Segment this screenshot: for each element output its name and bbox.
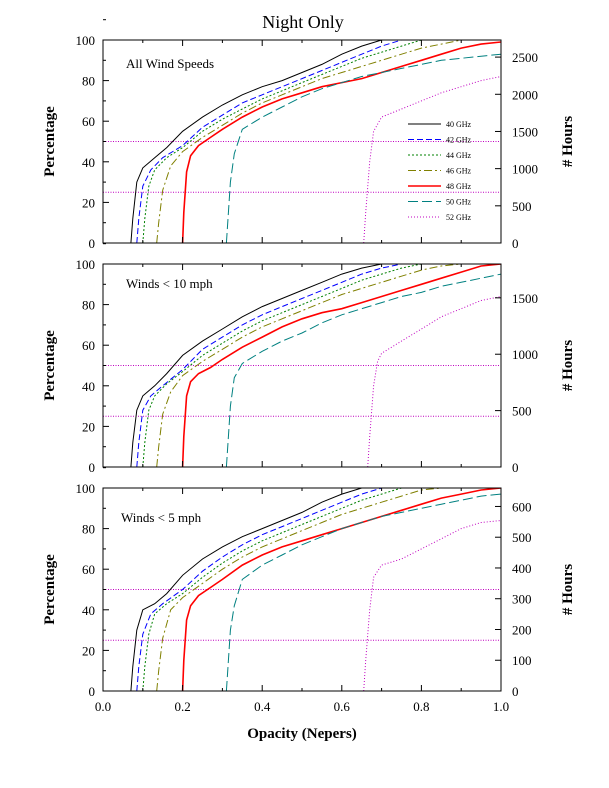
right-tick-label: 2000 (512, 87, 538, 102)
right-tick-label: 2500 (512, 50, 538, 65)
x-tick-label: 0.0 (95, 699, 111, 714)
y-tick-label: 80 (82, 298, 95, 313)
y-tick-label: 60 (82, 338, 95, 353)
panel-annotation: Winds < 10 mph (126, 276, 213, 291)
series-line-46-ghz (156, 488, 501, 691)
x-tick-label: 1.0 (493, 699, 509, 714)
y-axis-label: Percentage (42, 330, 58, 401)
y-tick-label: 0 (89, 684, 96, 699)
y-tick-label: 20 (82, 195, 95, 210)
legend-label: 50 GHz (446, 198, 472, 207)
series-line-52-ghz (363, 520, 501, 691)
legend: 40 GHz 42 GHz 44 GHz 46 GHz 48 GHz 50 GHz 52 G… (408, 120, 472, 222)
right-tick-label: 1000 (512, 162, 538, 177)
series-line-42-ghz (136, 488, 501, 691)
series-line-42-ghz (136, 264, 501, 467)
right-tick-label: 400 (512, 561, 532, 576)
right-tick-label: 100 (512, 653, 532, 668)
series-line-40-ghz (130, 40, 501, 243)
series-line-44-ghz (142, 488, 501, 691)
right-tick-label: 500 (512, 404, 532, 419)
series-line-48-ghz (181, 488, 501, 691)
right-tick-label: 1500 (512, 291, 538, 306)
y-tick-label: 100 (76, 33, 96, 48)
series-line-42-ghz (136, 40, 501, 243)
y-tick-label: 0 (89, 236, 96, 251)
y-tick-label: 100 (76, 257, 96, 272)
panels: 02040608010005001000150020002500Percenta… (42, 19, 576, 714)
y-tick-label: 80 (82, 74, 95, 89)
panel-annotation: Winds < 5 mph (121, 510, 202, 525)
series-line-48-ghz (181, 264, 501, 467)
right-tick-label: 1500 (512, 124, 538, 139)
series-line-48-ghz (181, 41, 501, 243)
x-tick-label: 0.8 (413, 699, 429, 714)
series-line-50-ghz (225, 53, 501, 243)
y-tick-label: 0 (89, 460, 96, 475)
y-tick-label: 20 (82, 643, 95, 658)
x-tick-label: 0.2 (174, 699, 190, 714)
panel-annotation: All Wind Speeds (126, 56, 214, 71)
series-line-52-ghz (367, 296, 501, 467)
x-tick-label: 0.4 (254, 699, 271, 714)
y-tick-label: 20 (82, 419, 95, 434)
right-axis-label: # Hours (560, 340, 576, 391)
legend-label: 48 GHz (446, 182, 472, 191)
right-tick-label: 0 (512, 684, 519, 699)
right-tick-label: 500 (512, 199, 532, 214)
y-axis-label: Percentage (42, 554, 58, 625)
series-line-40-ghz (130, 488, 501, 691)
series-line-50-ghz (225, 273, 501, 467)
right-tick-label: 200 (512, 622, 532, 637)
right-tick-label: 500 (512, 530, 532, 545)
x-axis-label: Opacity (Nepers) (247, 726, 357, 742)
right-tick-label: 0 (512, 460, 519, 475)
right-tick-label: 300 (512, 592, 532, 607)
legend-label: 42 GHz (446, 136, 472, 145)
series-line-52-ghz (363, 76, 501, 243)
y-axis-label: Percentage (42, 106, 58, 177)
y-tick-label: 80 (82, 522, 95, 537)
x-tick-label: 0.6 (334, 699, 351, 714)
right-tick-label: 1000 (512, 347, 538, 362)
right-tick-label: 600 (512, 499, 532, 514)
series-line-44-ghz (142, 264, 501, 467)
y-tick-label: 40 (82, 155, 95, 170)
series-group (130, 488, 501, 691)
figure-title: Night Only (262, 12, 344, 32)
right-axis-label: # Hours (560, 116, 576, 167)
series-group (130, 40, 501, 243)
right-axis-label: # Hours (560, 564, 576, 615)
right-tick-label: 0 (512, 236, 519, 251)
legend-label: 52 GHz (446, 213, 472, 222)
series-line-50-ghz (225, 493, 501, 691)
y-tick-label: 60 (82, 562, 95, 577)
legend-label: 40 GHz (446, 120, 472, 129)
series-line-44-ghz (142, 40, 501, 243)
series-line-46-ghz (156, 264, 501, 467)
y-tick-label: 100 (76, 481, 96, 496)
series-group (130, 264, 501, 467)
y-tick-label: 60 (82, 114, 95, 129)
y-tick-label: 40 (82, 379, 95, 394)
y-tick-label: 40 (82, 603, 95, 618)
series-line-46-ghz (156, 40, 501, 243)
series-line-40-ghz (130, 264, 501, 467)
panel-1: 02040608010005001000150020002500Percenta… (42, 19, 576, 251)
legend-label: 46 GHz (446, 167, 472, 176)
legend-label: 44 GHz (446, 151, 472, 160)
